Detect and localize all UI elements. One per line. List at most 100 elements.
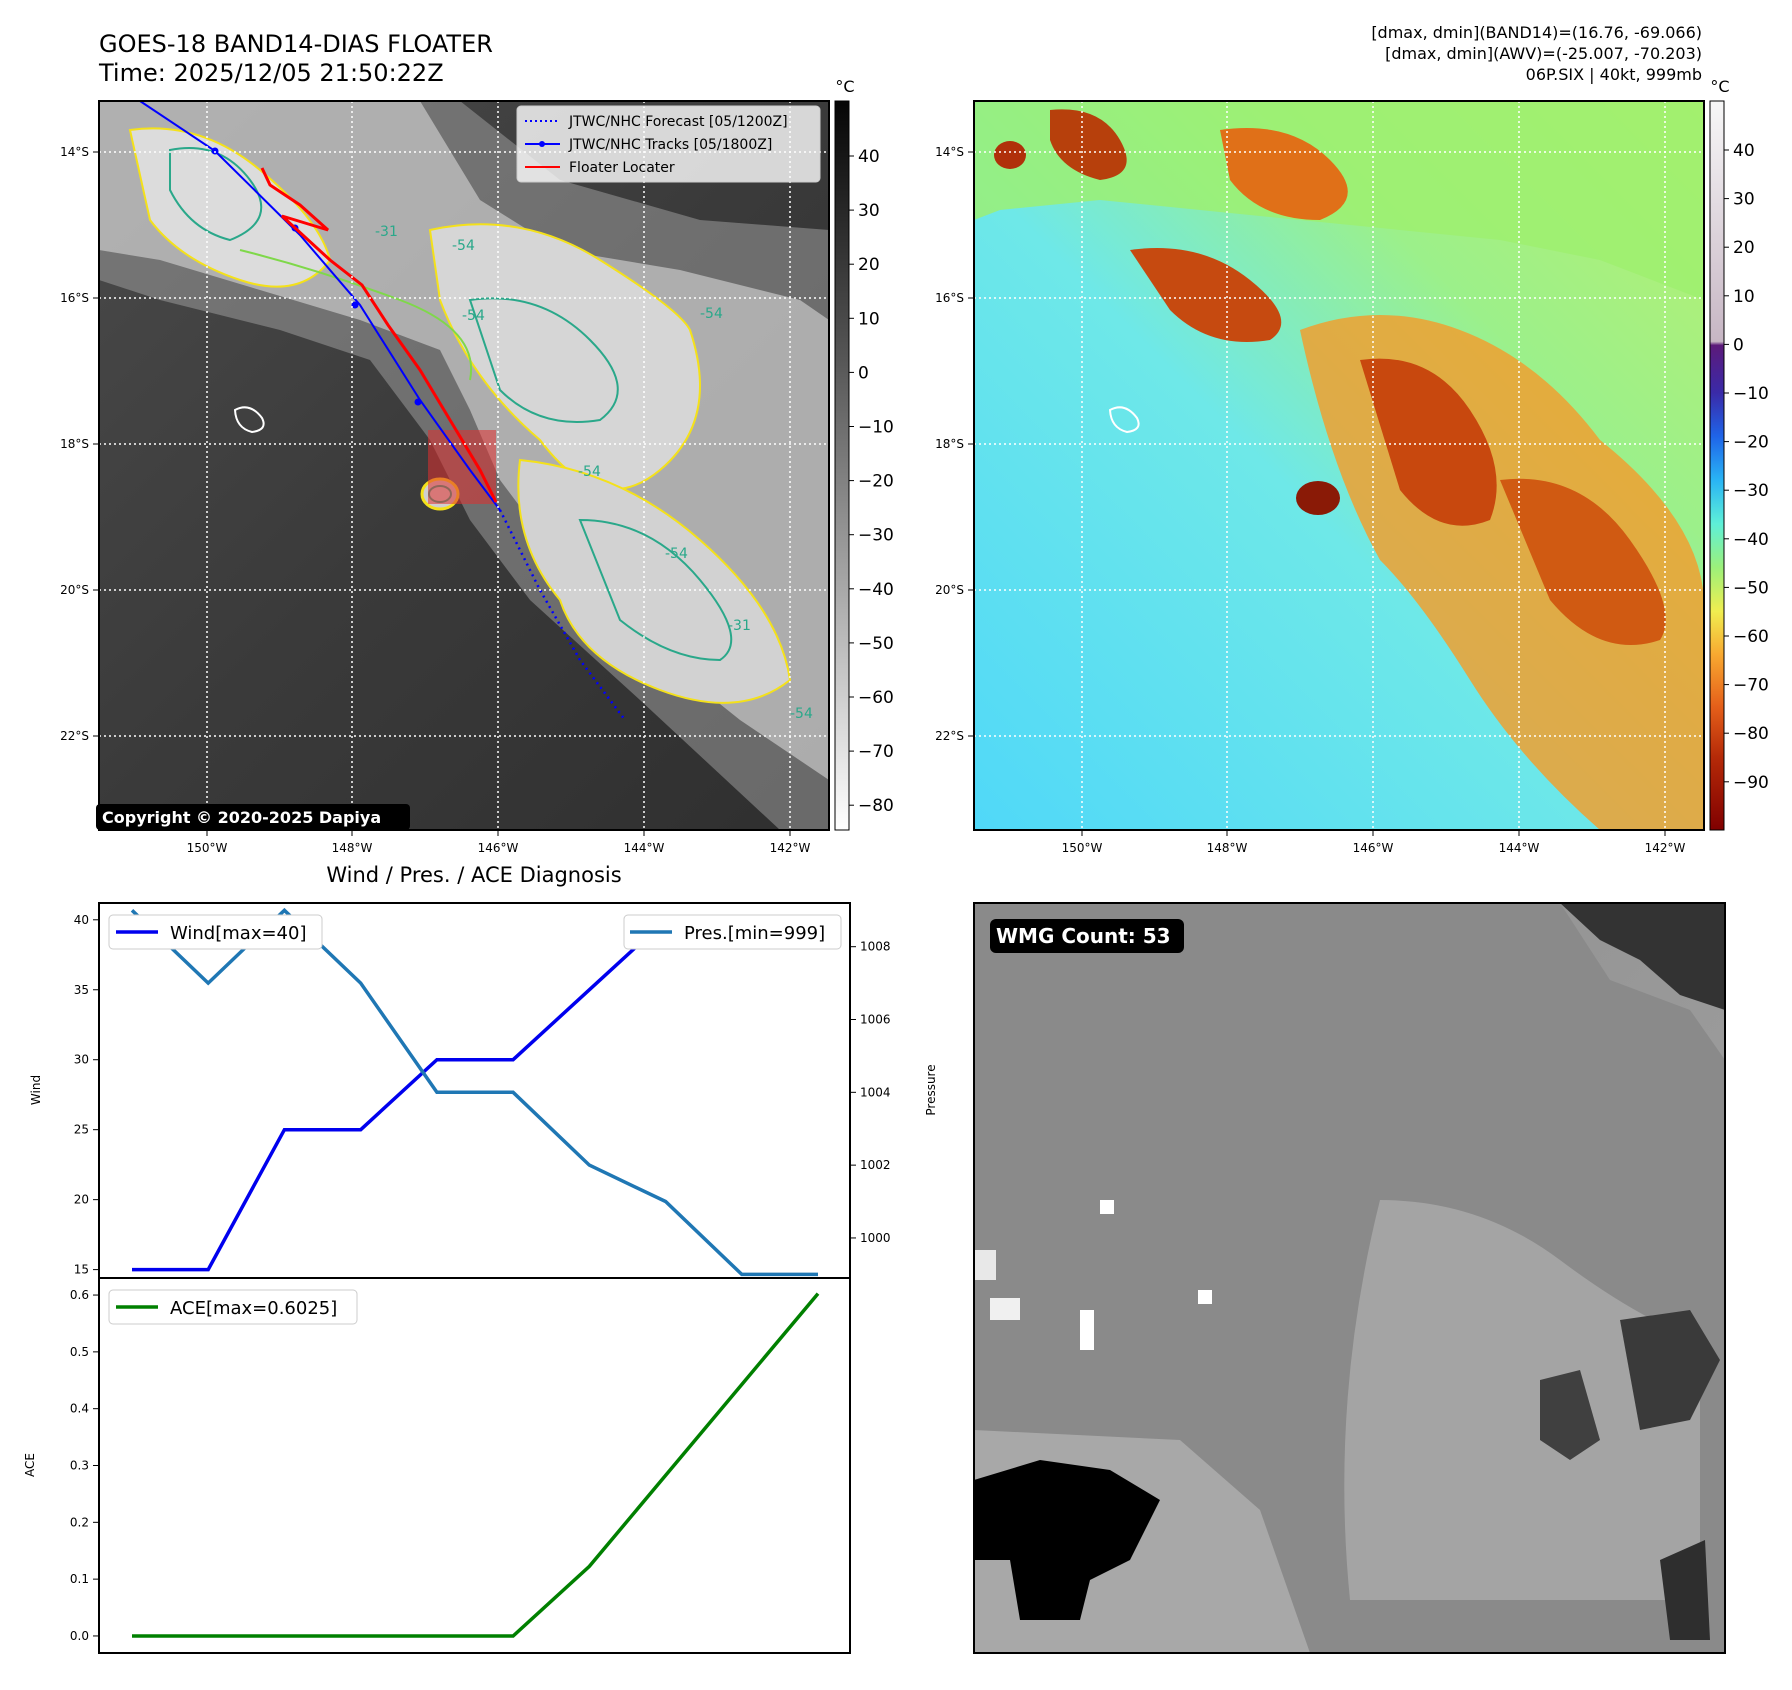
awv-dry-core-4 bbox=[1050, 109, 1127, 180]
awv-colorbar-ticks: 40 30 20 10 0 −10 −20 −30 −40 −50 −60 −70 −80 −90 bbox=[1724, 141, 1769, 793]
lon-label: 146°W bbox=[478, 841, 519, 855]
contour-label: -54 bbox=[578, 464, 601, 480]
colorbar-tick-label: −10 bbox=[1733, 384, 1769, 404]
awv-island-outline bbox=[1108, 406, 1140, 434]
lat-label: 22°S bbox=[935, 729, 964, 743]
info-storm: 06P.SIX | 40kt, 999mb bbox=[1526, 65, 1702, 84]
ytick-label: 0.4 bbox=[70, 1402, 89, 1416]
track-legend: JTWC/NHC Forecast [05/1200Z] JTWC/NHC Tr… bbox=[516, 105, 821, 183]
colorbar-tick-label: 0 bbox=[858, 363, 869, 383]
ytick-label: 1002 bbox=[860, 1158, 891, 1172]
ytick-label: 30 bbox=[74, 1053, 89, 1067]
ytick-label: 15 bbox=[74, 1263, 89, 1277]
band14-colorbar-unit: °C bbox=[835, 77, 854, 96]
wind-legend-box bbox=[108, 914, 323, 950]
island-outline bbox=[233, 406, 265, 434]
contour-label: -54 bbox=[700, 306, 723, 322]
awv-dry-core-1 bbox=[1360, 358, 1497, 526]
band14-colorbar-ticks: 40 30 20 10 0 −10 −20 −30 −40 −50 −60 −70 −80 bbox=[849, 147, 894, 816]
band14-colorbar: °C 40 30 20 10 0 −10 −20 −30 −40 −50 −60 −70 −80 bbox=[834, 77, 894, 831]
lat-label: 16°S bbox=[935, 291, 964, 305]
colorbar-tick-label: 40 bbox=[858, 147, 880, 167]
colorbar-tick-label: 30 bbox=[858, 201, 880, 221]
contour-label: -54 bbox=[665, 546, 688, 562]
colorbar-tick-label: −30 bbox=[1733, 481, 1769, 501]
awv-spot bbox=[994, 141, 1026, 169]
wind-pres-chart: 15 20 25 30 35 40 1000 1002 1004 1006 1008 Wind P… bbox=[29, 902, 938, 1279]
legend-box bbox=[516, 105, 821, 183]
legend-tracks-label: JTWC/NHC Tracks [05/1800Z] bbox=[568, 137, 772, 153]
lon-label: 142°W bbox=[1645, 841, 1686, 855]
contour-label: -31 bbox=[375, 224, 398, 240]
lon-label: 146°W bbox=[1353, 841, 1394, 855]
ytick-label: 1006 bbox=[860, 1013, 891, 1027]
colorbar-tick-label: 30 bbox=[1733, 190, 1755, 210]
wmg-dark-se bbox=[1660, 1540, 1710, 1640]
info-awv-range: [dmax, dmin](AWV)=(-25.007, -70.203) bbox=[1385, 44, 1702, 63]
ir-contour-3 bbox=[578, 518, 733, 662]
legend-forecast-label: JTWC/NHC Forecast [05/1200Z] bbox=[568, 114, 788, 130]
lat-label: 20°S bbox=[60, 583, 89, 597]
colorbar-tick-label: −90 bbox=[1733, 773, 1769, 793]
awv-gridlines bbox=[974, 101, 1704, 830]
wmg-pixel-hot bbox=[974, 1250, 996, 1280]
wmg-count-box bbox=[990, 919, 1184, 953]
ace-yaxis-ticks: 0.0 0.1 0.2 0.3 0.4 0.5 0.6 bbox=[70, 1288, 99, 1643]
colorbar-tick-label: −40 bbox=[1733, 530, 1769, 550]
wind-legend-label: Wind[max=40] bbox=[170, 923, 307, 944]
legend-floater-label: Floater Locater bbox=[569, 160, 675, 176]
colorbar-tick-label: −80 bbox=[1733, 724, 1769, 744]
figure-time: Time: 2025/12/05 21:50:22Z bbox=[98, 59, 444, 87]
ir-contour-2 bbox=[468, 297, 619, 423]
diagnosis-title: Wind / Pres. / ACE Diagnosis bbox=[326, 863, 621, 887]
ytick-label: 0.5 bbox=[70, 1345, 89, 1359]
colorbar-tick-label: −20 bbox=[1733, 433, 1769, 453]
contour-label: -54 bbox=[462, 308, 485, 324]
ytick-label: 40 bbox=[74, 913, 89, 927]
pressure-legend: Pres.[min=999] bbox=[623, 914, 842, 950]
awv-axis-labels: 14°S 16°S 18°S 20°S 22°S 150°W 148°W 146°W 144°W… bbox=[935, 145, 1685, 855]
awv-dry-core-5 bbox=[1220, 128, 1348, 220]
awv-dry-core-2 bbox=[1500, 478, 1666, 645]
lon-label: 142°W bbox=[770, 841, 811, 855]
wmg-dark-e bbox=[1620, 1310, 1720, 1430]
lon-label: 148°W bbox=[332, 841, 373, 855]
wmg-frame bbox=[973, 902, 1726, 1654]
pressure-legend-box bbox=[623, 914, 842, 950]
colorbar-tick-label: 40 bbox=[1733, 141, 1755, 161]
ace-legend: ACE[max=0.6025] bbox=[108, 1289, 358, 1325]
lon-label: 150°W bbox=[1062, 841, 1103, 855]
pressure-legend-label: Pres.[min=999] bbox=[684, 923, 825, 944]
ace-legend-box bbox=[108, 1289, 358, 1325]
copyright-box bbox=[96, 804, 410, 830]
awv-colorbar: °C 40 30 20 10 0 −10 −20 −30 −40 −50 −60 −70 −80 −90 bbox=[1709, 77, 1769, 831]
ytick-label: 0.2 bbox=[70, 1515, 89, 1529]
contour-label: -31 bbox=[728, 618, 751, 634]
lon-label: 148°W bbox=[1207, 841, 1248, 855]
ace-chart: 0.0 0.1 0.2 0.3 0.4 0.5 0.6 ACE ACE[max=0.6025… bbox=[23, 1277, 851, 1654]
ir-contour-4 bbox=[239, 249, 473, 381]
ytick-label: 1004 bbox=[860, 1085, 891, 1099]
wind-legend: Wind[max=40] bbox=[108, 914, 323, 950]
ace-legend-label: ACE[max=0.6025] bbox=[170, 1298, 337, 1319]
ace-ylabel: ACE bbox=[23, 1453, 37, 1477]
awv-dry-core-3 bbox=[1130, 248, 1282, 342]
wmg-pixel-hot bbox=[1080, 1310, 1094, 1350]
track-point bbox=[414, 398, 422, 406]
ytick-label: 0.3 bbox=[70, 1459, 89, 1473]
ace-series-line bbox=[132, 1292, 820, 1638]
wind-yaxis-ticks: 15 20 25 30 35 40 bbox=[74, 913, 99, 1277]
lat-label: 18°S bbox=[935, 437, 964, 451]
ytick-label: 0.1 bbox=[70, 1572, 89, 1586]
colorbar-tick-label: −70 bbox=[1733, 676, 1769, 696]
wmg-pixel-hot bbox=[1100, 1200, 1114, 1214]
track-point bbox=[351, 301, 359, 309]
colorbar-tick-label: 10 bbox=[858, 309, 880, 329]
colorbar-tick-label: 10 bbox=[1733, 287, 1755, 307]
lon-label: 144°W bbox=[624, 841, 665, 855]
info-band14-range: [dmax, dmin](BAND14)=(16.76, -69.066) bbox=[1371, 23, 1702, 42]
ir-gridlines bbox=[99, 101, 829, 830]
colorbar-tick-label: −70 bbox=[858, 742, 894, 762]
wmg-black-region bbox=[974, 1460, 1160, 1620]
